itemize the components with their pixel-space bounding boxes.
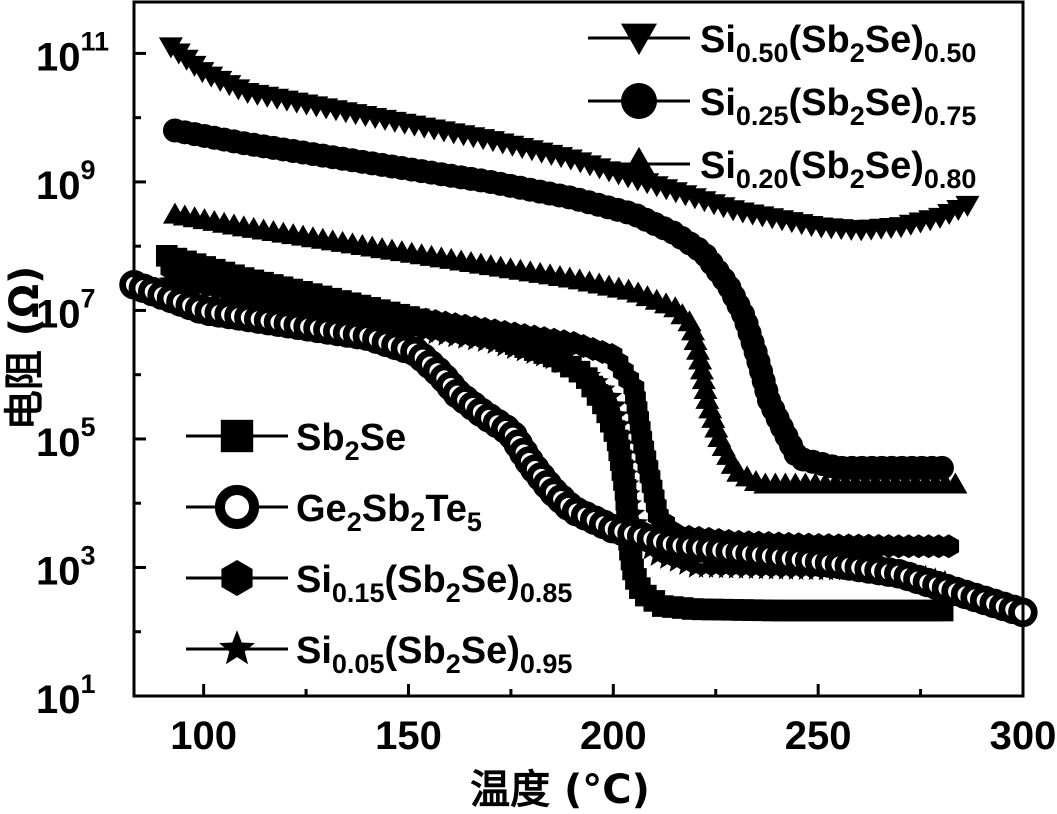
y-tick-label: 109 — [36, 155, 96, 208]
data-point — [688, 348, 713, 370]
data-point — [604, 402, 629, 426]
data-point — [693, 378, 718, 400]
legend-item: Si0.20(Sb2Se)0.80 — [588, 145, 976, 194]
data-point — [621, 501, 646, 525]
legend-marker — [221, 560, 253, 596]
y-tick-label: 103 — [36, 540, 96, 593]
legend-label: Si0.25(Sb2Se)0.75 — [700, 82, 976, 131]
legend-top: Si0.50(Sb2Se)0.50 Si0.25(Sb2Se)0.75 Si0.20… — [588, 19, 976, 194]
data-point — [714, 555, 739, 579]
y-tick-label: 1011 — [36, 26, 109, 79]
legend-item: Si0.15(Sb2Se)0.85 — [186, 559, 572, 608]
legend-item: Sb2Se — [186, 417, 406, 466]
x-tick-label: 200 — [580, 714, 647, 758]
data-point — [686, 338, 711, 360]
data-point — [591, 377, 616, 400]
data-point — [689, 358, 714, 380]
data-point — [616, 481, 641, 505]
series-circle — [162, 118, 954, 480]
data-point — [606, 412, 631, 436]
data-point — [610, 432, 635, 456]
legend-label: Si0.20(Sb2Se)0.80 — [700, 145, 976, 194]
x-tick-label: 100 — [170, 714, 237, 758]
data-point — [704, 555, 729, 579]
data-point — [540, 346, 565, 370]
data-point — [684, 554, 709, 578]
series-triangle-down — [158, 37, 980, 242]
legend-marker — [621, 146, 657, 179]
x-tick-label: 150 — [375, 714, 442, 758]
legend-item: Ge2Sb2Te5 — [186, 484, 482, 537]
y-axis-title: 电阻 (Ω) — [2, 266, 48, 431]
data-point — [724, 555, 749, 579]
data-point — [602, 393, 627, 416]
x-tick-label: 300 — [990, 714, 1057, 758]
data-point — [568, 359, 592, 383]
legend-marker — [621, 83, 657, 119]
legend-marker — [219, 630, 255, 665]
legend-bottom: Sb2Se Ge2Sb2Te5 Si0.15(Sb2Se)0.85 Si0.05(Sb… — [186, 417, 572, 679]
ticks-layer: 100 150 200 250 300 101 103 105 107 109 1011 — [36, 26, 1056, 758]
legend-label: Si0.15(Sb2Se)0.85 — [296, 559, 572, 608]
data-point — [608, 422, 633, 446]
data-point — [577, 363, 602, 387]
data-point — [549, 350, 574, 374]
data-point — [931, 599, 954, 622]
data-point — [611, 442, 636, 465]
legend-label: Si0.05(Sb2Se)0.95 — [296, 630, 572, 679]
data-point — [614, 462, 639, 485]
data-point — [664, 549, 689, 572]
legend-label: Ge2Sb2Te5 — [296, 488, 482, 537]
data-point — [938, 534, 960, 559]
data-point — [615, 471, 640, 495]
y-tick-label: 101 — [36, 669, 96, 722]
legend-marker — [621, 23, 657, 56]
data-point — [681, 319, 706, 341]
plot-frame — [132, 0, 1025, 698]
x-tick-label: 250 — [785, 714, 852, 758]
x-axis-title: 温度 (°C) — [470, 767, 650, 813]
data-point — [618, 491, 643, 515]
data-point — [694, 555, 719, 578]
series-circle-open — [119, 269, 1038, 628]
legend-marker — [220, 419, 254, 453]
data-point — [683, 329, 708, 351]
legend-label: Si0.50(Sb2Se)0.50 — [700, 19, 976, 68]
series-layer — [119, 37, 1038, 628]
series-triangle-up — [162, 202, 968, 494]
data-point — [598, 384, 623, 408]
data-point — [584, 369, 609, 393]
data-point — [955, 195, 980, 217]
data-point — [943, 472, 968, 494]
y-tick-label: 105 — [36, 412, 96, 465]
y-tick-label: 107 — [36, 283, 96, 336]
legend-marker — [214, 484, 260, 530]
legend-item: Si0.25(Sb2Se)0.75 — [588, 82, 976, 131]
legend-item: Si0.50(Sb2Se)0.50 — [588, 19, 976, 68]
legend-label: Sb2Se — [296, 417, 406, 466]
data-point — [612, 452, 637, 475]
data-point — [691, 368, 716, 390]
data-point — [558, 355, 583, 378]
legend-item: Si0.05(Sb2Se)0.95 — [186, 630, 572, 679]
